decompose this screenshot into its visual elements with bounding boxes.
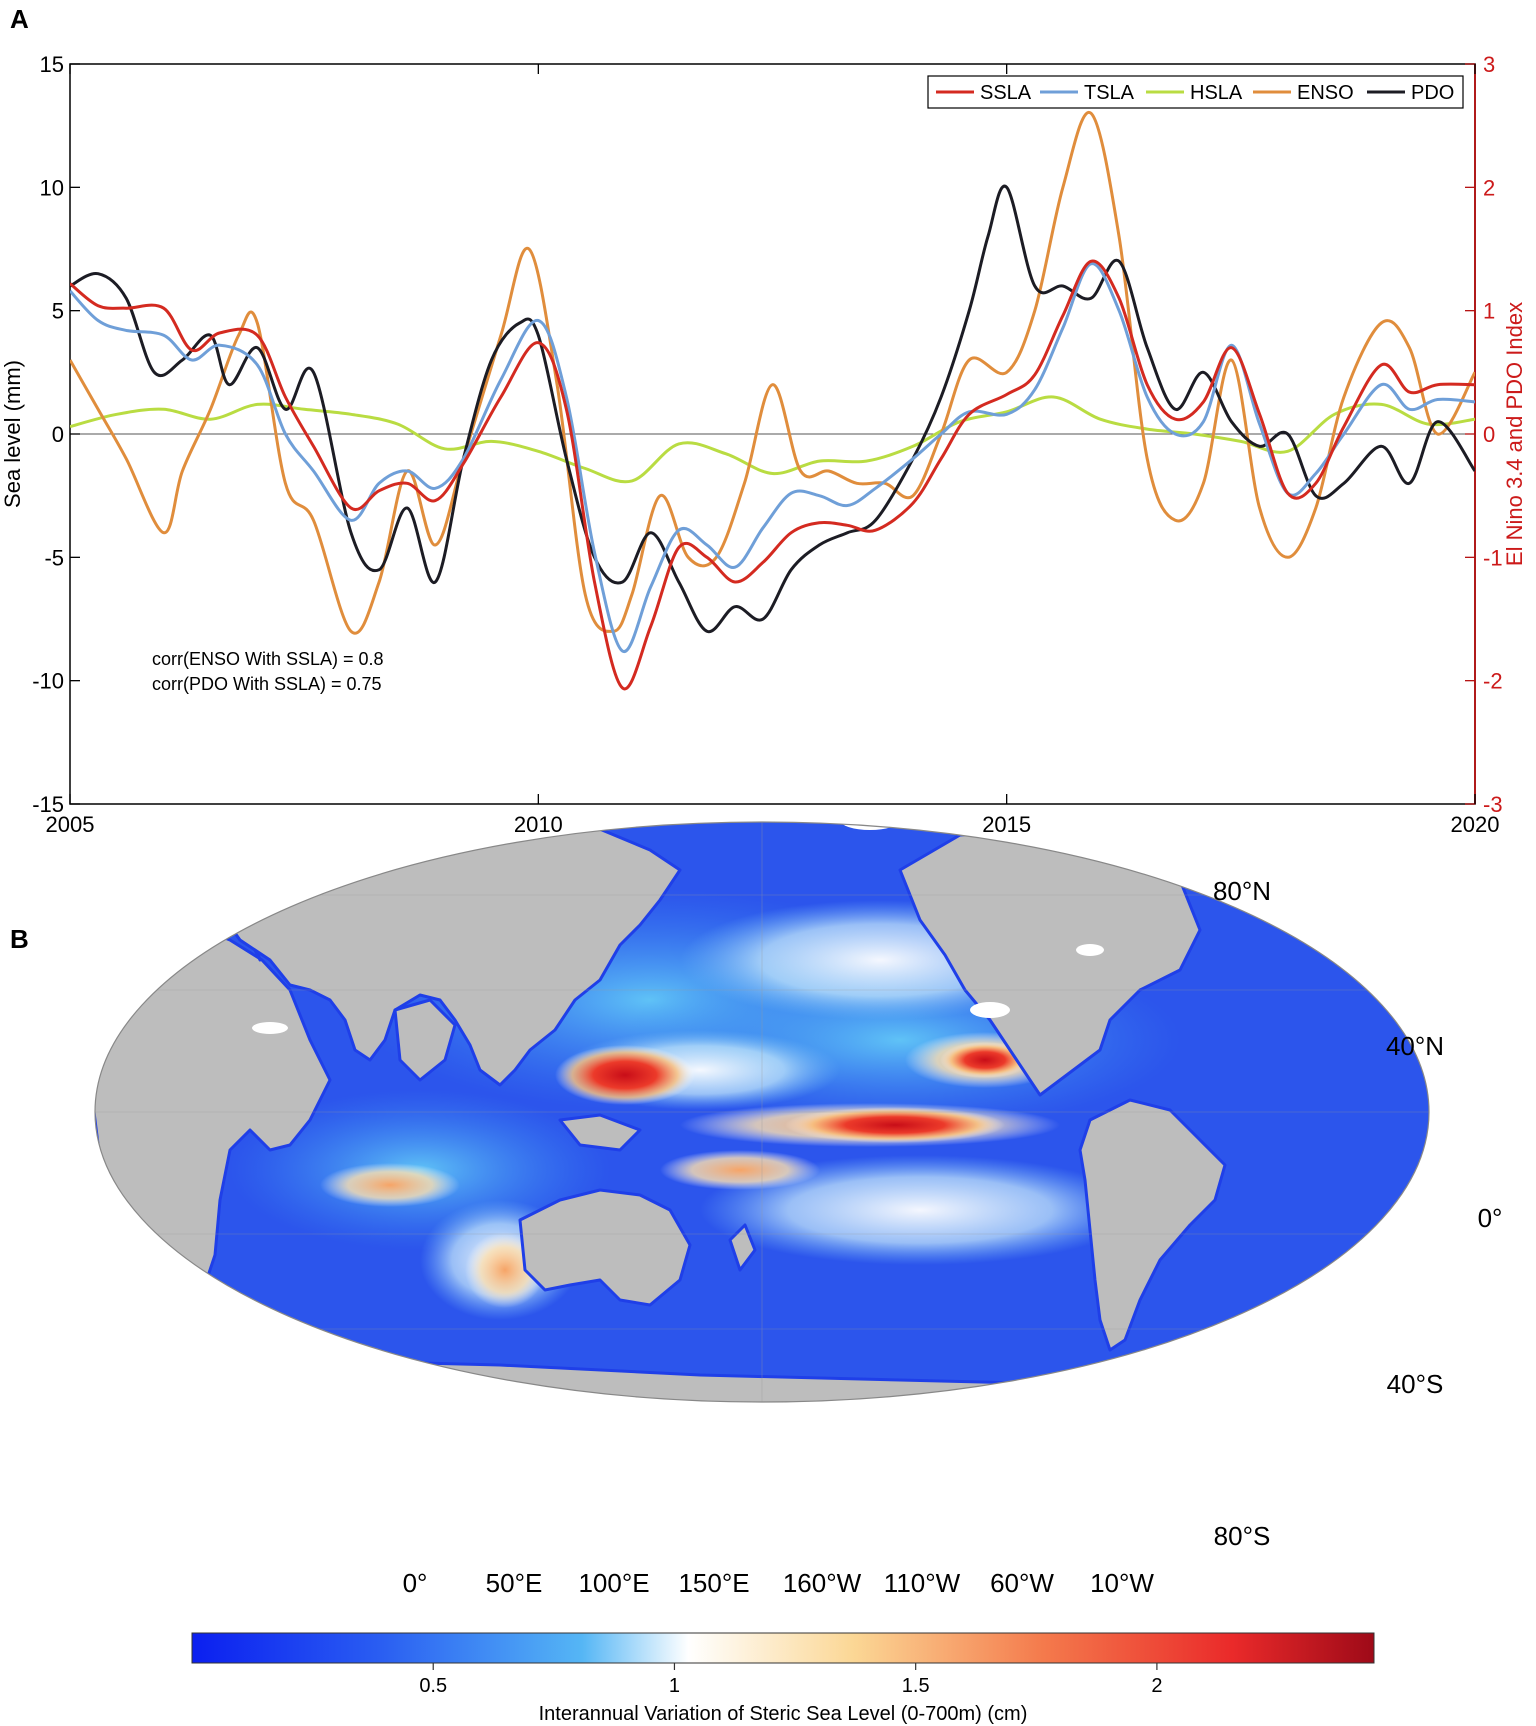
series-line-pdo [70, 184, 1475, 633]
lon-label-10w: 10°W [1090, 1568, 1154, 1598]
landmass-south-america [1078, 1098, 1227, 1352]
x-axis: 2005 2010 2015 2020 [46, 64, 1500, 837]
lat-label-40s: 40°S [1387, 1369, 1444, 1399]
lake [252, 1022, 288, 1034]
right-y-axis: -3 -2 -1 0 1 2 3 [1465, 52, 1503, 817]
panel-b-label: B [10, 924, 29, 954]
hot-spot-equatorial-pacific [785, 1107, 1005, 1143]
colorbar-tick-label: 1 [669, 1675, 680, 1697]
colorbar-tick-label: 0.5 [419, 1675, 447, 1697]
lon-label-60w: 60°W [990, 1568, 1054, 1598]
x-tick-label: 2015 [982, 812, 1031, 837]
legend-label-tsla: TSLA [1084, 82, 1135, 104]
y-tick-label-left: 5 [52, 299, 64, 324]
hot-spot-west-pacific [555, 1045, 695, 1105]
series-line-ssla [70, 259, 1475, 691]
y-tick-label-right: -3 [1483, 792, 1503, 817]
colorbar-label: Interannual Variation of Steric Sea Leve… [539, 1703, 1028, 1725]
x-tick-label: 2020 [1451, 812, 1500, 837]
colorbar-tick-label: 1.5 [902, 1675, 930, 1697]
landmass-new-zealand [728, 1223, 757, 1272]
lon-label-50e: 50°E [486, 1568, 543, 1598]
lat-label-0: 0° [1478, 1203, 1503, 1233]
y-axis-label-left: Sea level (mm) [0, 360, 25, 508]
landmass-indonesia [558, 1113, 642, 1152]
graticule [95, 822, 1429, 1402]
annotation-corr-enso: corr(ENSO With SSLA) = 0.8 [152, 649, 384, 669]
y-tick-label-right: 3 [1483, 52, 1495, 77]
lat-label-80n: 80°N [1213, 876, 1271, 906]
x-tick-label: 2005 [46, 812, 95, 837]
y-tick-label-right: 2 [1483, 175, 1495, 200]
annotation-corr-pdo: corr(PDO With SSLA) = 0.75 [152, 674, 382, 694]
lake [1076, 944, 1104, 956]
warm-spot [660, 1150, 820, 1190]
globe-outline [94, 821, 1430, 1403]
y-tick-label-left: -10 [32, 669, 64, 694]
lat-label-80s: 80°S [1214, 1521, 1271, 1551]
series-line-tsla [70, 262, 1475, 653]
legend-label-enso: ENSO [1297, 82, 1354, 104]
map-labels: 80°N 40°N 0° 40°S 80°S 0° 50°E 100°E 150… [403, 876, 1503, 1598]
landmass-india [393, 998, 457, 1082]
y-tick-label-right: -1 [1483, 545, 1503, 570]
series-line-enso [70, 110, 1475, 635]
colorbar [191, 1632, 1375, 1664]
ocean-blob [700, 1155, 1140, 1265]
legend-label-hsla: HSLA [1190, 82, 1243, 104]
left-y-axis: -15 -10 -5 0 5 10 15 [32, 52, 80, 817]
lon-label-160w: 160°W [783, 1568, 862, 1598]
lon-label-0: 0° [403, 1568, 428, 1598]
y-tick-label-left: 15 [40, 52, 64, 77]
x-tick-label: 2010 [514, 812, 563, 837]
landmass-australia [518, 1188, 692, 1307]
y-tick-label-right: -2 [1483, 669, 1503, 694]
colorbar-ticks: 0.5 1 1.5 2 [419, 1663, 1162, 1697]
lon-label-100e: 100°E [578, 1568, 649, 1598]
y-tick-label-right: 1 [1483, 299, 1495, 324]
y-tick-label-right: 0 [1483, 422, 1495, 447]
colorbar-tick-label: 2 [1151, 1675, 1162, 1697]
warm-spot [320, 1163, 460, 1207]
legend-label-pdo: PDO [1411, 82, 1454, 104]
legend: SSLA TSLA HSLA ENSO PDO [927, 75, 1464, 109]
lon-label-110w: 110°W [884, 1568, 961, 1598]
series-line-hsla [70, 395, 1475, 484]
lon-label-150e: 150°E [678, 1568, 749, 1598]
hot-spot-east-pacific [940, 1042, 1030, 1078]
y-tick-label-left: 0 [52, 422, 64, 447]
y-axis-label-right: El Nino 3.4 and PDO Index [1502, 302, 1527, 566]
series-group [70, 110, 1475, 691]
panel-a-label: A [10, 4, 29, 34]
legend-label-ssla: SSLA [980, 82, 1032, 104]
y-tick-label-left: -5 [44, 545, 64, 570]
lake [970, 1002, 1010, 1018]
y-tick-label-left: -15 [32, 792, 64, 817]
lat-label-40n: 40°N [1386, 1031, 1444, 1061]
y-tick-label-left: 10 [40, 175, 64, 200]
